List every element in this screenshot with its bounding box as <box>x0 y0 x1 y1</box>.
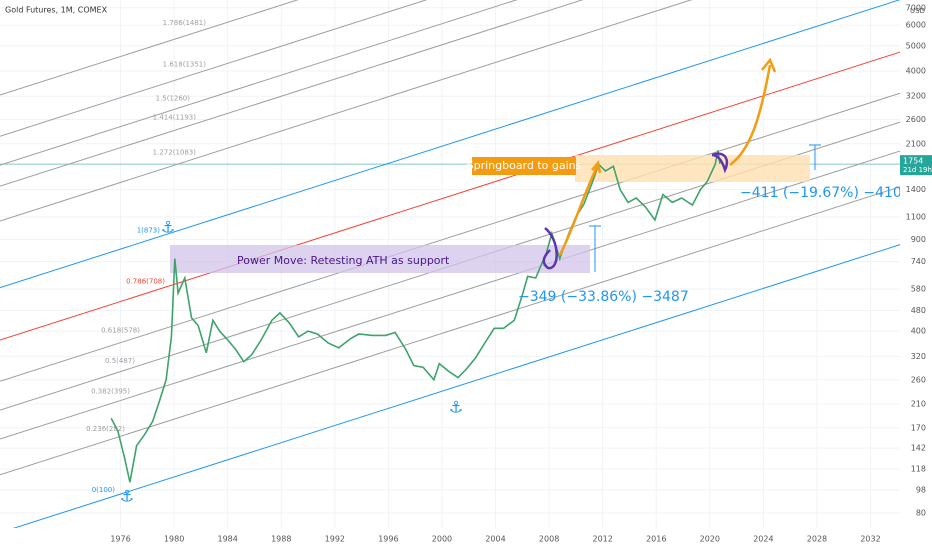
x-tick-label: 1996 <box>378 535 398 544</box>
x-tick-label: 2016 <box>646 535 666 544</box>
y-tick-label: 142 <box>911 444 926 453</box>
y-tick-label: 900 <box>911 235 926 244</box>
fib-label: 0.236(282) <box>86 425 125 433</box>
y-tick-label: 740 <box>911 257 926 266</box>
y-tick-label: 1100 <box>906 212 926 221</box>
axes: 80 98 118 142 170 210 260 320 400 480 580 740 900 110… <box>110 3 932 544</box>
y-tick-label: 170 <box>911 423 926 432</box>
x-tick-label: 2032 <box>860 535 880 544</box>
fib-label: 0.382(395) <box>91 387 130 395</box>
y-tick-label: 480 <box>911 306 926 315</box>
pivot-mark <box>542 227 558 270</box>
fib-label: 1.272(1083) <box>153 148 197 156</box>
pivot-mark <box>711 152 729 174</box>
y-tick-label: 80 <box>916 508 926 517</box>
y-unit: USD <box>910 7 925 15</box>
y-tick-label: 260 <box>911 375 926 384</box>
fib-line <box>0 0 584 187</box>
x-tick-label: 1988 <box>271 535 291 544</box>
fib-channel: 0(100) 0.236(282) 0.382(395) 0.5(487) 0.618(… <box>0 0 901 534</box>
measure-label: −349 (−33.86%) −3487 <box>518 289 689 305</box>
fib-label: 0.618(578) <box>101 326 140 334</box>
x-tick-label: 2000 <box>432 535 452 544</box>
y-tick-label: 3200 <box>906 92 926 101</box>
x-tick-label: 2004 <box>485 535 505 544</box>
x-tick-label: 1980 <box>164 535 184 544</box>
fib-label: 1.618(1351) <box>163 60 207 68</box>
fib-line <box>0 244 901 534</box>
fib-line <box>0 0 901 289</box>
last-price-label: 1754 <box>903 157 923 166</box>
y-tick-label: 5000 <box>906 41 926 50</box>
price-axis <box>900 0 932 528</box>
y-tick-label: 4000 <box>906 67 926 76</box>
fib-label: 0(100) <box>92 486 116 494</box>
x-tick-label: 1992 <box>325 535 345 544</box>
x-tick-label: 2020 <box>700 535 720 544</box>
annotation: Springboard to gains <box>467 159 582 172</box>
arrow-head <box>761 57 777 73</box>
y-tick-label: 7000 <box>906 3 926 12</box>
y-tick-label: 2600 <box>906 115 926 124</box>
label-box <box>472 157 576 175</box>
anchor-icon: ⚓ <box>120 487 134 506</box>
x-tick-label: 2012 <box>592 535 612 544</box>
fib-label: 1.786(1481) <box>163 19 207 27</box>
time-axis <box>0 528 932 550</box>
x-tick-label: 2028 <box>807 535 827 544</box>
annotation: Power Move: Retesting ATH as support <box>237 254 450 267</box>
arrow-head <box>591 160 602 174</box>
arrow <box>729 64 772 166</box>
measure-tool <box>589 144 821 272</box>
chart-title: Gold Futures, 1M, COMEX <box>5 6 108 15</box>
x-tick-label: 1976 <box>110 535 130 544</box>
x-tick-label: 2024 <box>753 535 773 544</box>
fib-label: 0.786(708) <box>126 277 165 285</box>
y-tick-label: 580 <box>911 285 926 294</box>
y-tick-label: 320 <box>911 352 926 361</box>
y-tick-label: 2100 <box>906 139 926 148</box>
price-line <box>110 150 721 483</box>
anchor-icon: ⚓ <box>449 398 463 417</box>
y-tick-label: 210 <box>911 399 926 408</box>
fib-line <box>0 0 518 166</box>
fib-line <box>0 150 901 440</box>
anchor-icon: ⚓ <box>161 218 175 237</box>
fib-line <box>0 0 299 96</box>
x-tick-label: 1984 <box>217 535 237 544</box>
y-tick-label: 98 <box>916 485 926 494</box>
power-move-zone <box>170 245 590 273</box>
price-series <box>110 150 721 483</box>
fib-label: 0.5(487) <box>105 357 135 365</box>
fib-label: 1.414(1193) <box>153 113 197 121</box>
fib-line <box>0 0 428 137</box>
y-tick-label: 400 <box>911 327 926 336</box>
y-tick-label: 6000 <box>906 21 926 30</box>
y-tick-label: 1400 <box>906 185 926 194</box>
fib-label: 1.5(1260) <box>156 94 191 102</box>
measure-label: −411 (−19.67%) −4105 <box>740 185 911 201</box>
arrow <box>558 164 600 256</box>
fib-line <box>0 0 693 222</box>
countdown-label: 21d 19h <box>903 166 932 174</box>
last-price-box <box>900 155 932 176</box>
x-tick-label: 2008 <box>539 535 559 544</box>
y-tick-label: 118 <box>911 465 926 474</box>
fib-line <box>0 51 901 341</box>
fib-label: 1(873) <box>137 226 161 234</box>
